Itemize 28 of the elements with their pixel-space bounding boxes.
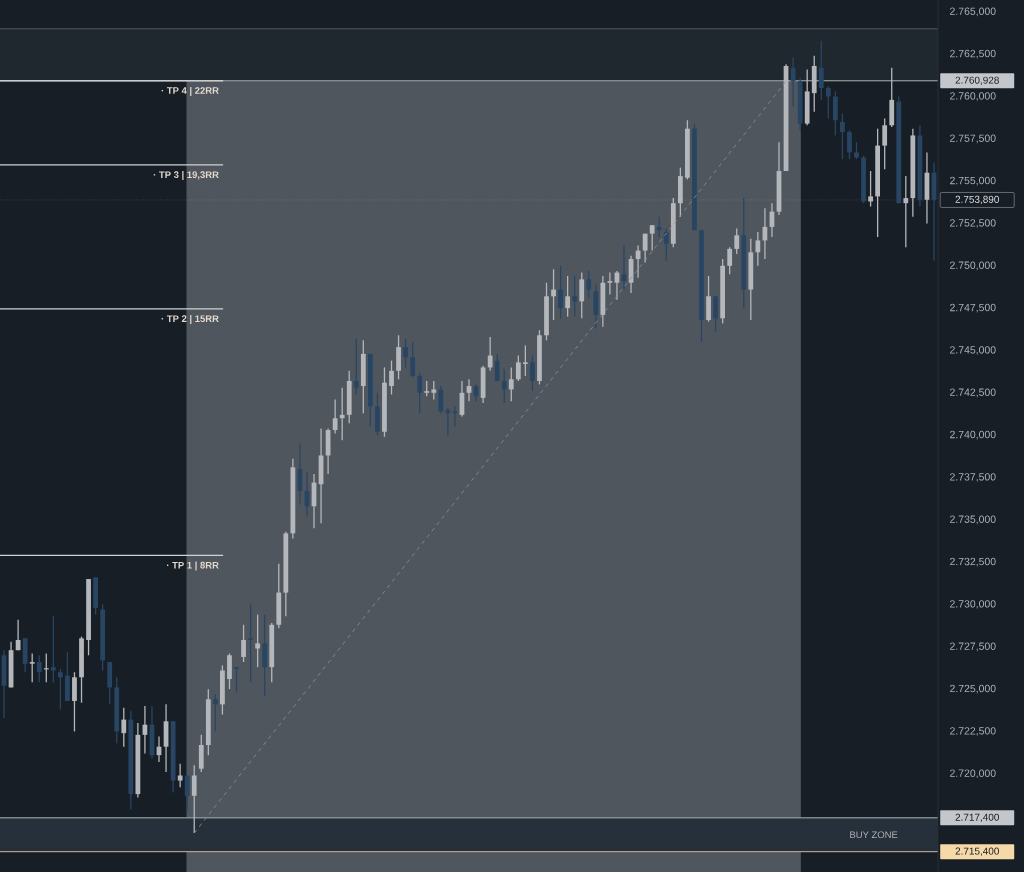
ref-line-label: 2.753,890 <box>955 195 999 205</box>
y-tick-label: 2.727,500 <box>950 642 996 652</box>
annotation: · TP 3 | 19,3RR <box>153 171 219 181</box>
ref-line-label: 2.717,400 <box>955 813 999 822</box>
y-tick-label: 2.722,500 <box>950 727 996 736</box>
y-tick-label: 2.740,000 <box>950 430 996 440</box>
annotation: · TP 4 | 22RR <box>161 86 219 96</box>
y-tick-label: 2.747,500 <box>950 303 996 313</box>
y-tick-label: 2.760,000 <box>950 92 996 101</box>
ref-line-label: 2.715,400 <box>955 847 999 856</box>
y-tick-label: 2.745,000 <box>950 346 996 355</box>
y-tick-label: 2.725,000 <box>950 684 996 694</box>
y-tick-label: 2.720,000 <box>950 769 996 779</box>
y-tick-label: 2.730,000 <box>950 600 996 609</box>
y-tick-label: 2.757,500 <box>950 134 996 144</box>
annotation: · TP 2 | 15RR <box>161 315 219 324</box>
y-tick-label: 2.755,000 <box>950 176 996 186</box>
ref-line-label: 2.760,928 <box>955 76 999 85</box>
y-tick-label: 2.737,500 <box>950 473 996 482</box>
y-tick-label: 2.750,000 <box>950 261 996 271</box>
band-label: BUY ZONE <box>850 831 898 839</box>
y-tick-label: 2.732,500 <box>950 557 996 567</box>
y-tick-label: 2.752,500 <box>950 219 996 228</box>
y-tick-label: 2.735,000 <box>950 515 996 525</box>
annotation: · TP 1 | 8RR <box>166 561 219 571</box>
y-tick-label: 2.742,500 <box>950 388 996 398</box>
y-tick-label: 2.765,000 <box>950 7 996 17</box>
y-tick-label: 2.762,500 <box>950 49 996 59</box>
